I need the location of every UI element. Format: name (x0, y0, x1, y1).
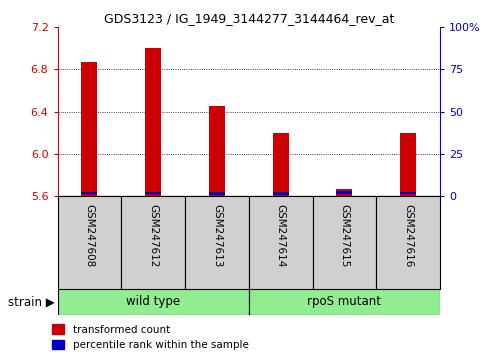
Text: strain ▶: strain ▶ (8, 295, 54, 308)
Text: GSM247615: GSM247615 (340, 204, 349, 267)
Bar (209, 106, 225, 196)
Bar (272, 192, 288, 195)
Bar (145, 48, 161, 196)
Text: GSM247616: GSM247616 (403, 204, 413, 267)
Title: GDS3123 / IG_1949_3144277_3144464_rev_at: GDS3123 / IG_1949_3144277_3144464_rev_at (104, 12, 394, 25)
Bar (82, 62, 98, 196)
Bar (121, 196, 185, 289)
Bar (58, 289, 249, 315)
Bar (209, 192, 225, 195)
Text: GSM247608: GSM247608 (84, 204, 94, 267)
Bar (185, 196, 249, 289)
Text: GSM247613: GSM247613 (212, 204, 222, 267)
Bar (400, 192, 416, 194)
Bar (145, 192, 161, 194)
Bar (312, 196, 376, 289)
Bar (336, 191, 352, 194)
Bar (249, 196, 312, 289)
Bar (249, 289, 440, 315)
Bar (82, 192, 98, 194)
Text: rpoS mutant: rpoS mutant (308, 295, 382, 308)
Bar (336, 189, 352, 196)
Bar (376, 196, 440, 289)
Text: GSM247614: GSM247614 (276, 204, 285, 267)
Bar (272, 133, 288, 196)
Bar (400, 133, 416, 196)
Bar (58, 196, 121, 289)
Text: wild type: wild type (126, 295, 180, 308)
Legend: transformed count, percentile rank within the sample: transformed count, percentile rank withi… (48, 320, 253, 354)
Text: GSM247612: GSM247612 (148, 204, 158, 267)
